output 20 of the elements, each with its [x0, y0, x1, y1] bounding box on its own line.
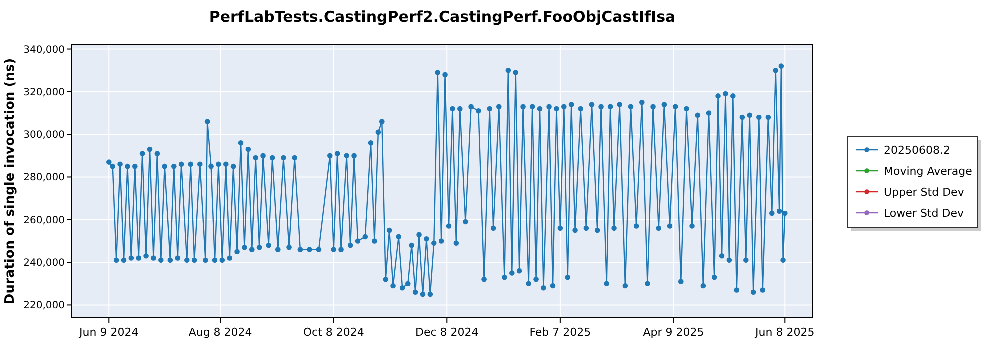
x-tick-label: Feb 7 2025 [530, 326, 592, 339]
legend-label: Upper Std Dev [884, 186, 965, 199]
y-tick-label: 340,000 [24, 44, 65, 56]
y-tick-label: 300,000 [24, 130, 65, 142]
legend-label: Lower Std Dev [884, 206, 964, 220]
y-tick-label: 220,000 [24, 300, 65, 312]
y-tick-label: 260,000 [24, 215, 65, 226]
chart-title: PerfLabTests.CastingPerf2.CastingPerf.FooObjCastIfIsa [209, 8, 676, 26]
x-tick-label: Jun 9 2024 [78, 326, 139, 339]
x-tick-label: Dec 8 2024 [416, 326, 479, 339]
legend-label: 20250608.2 [884, 144, 950, 157]
legend-label: Moving Average [884, 164, 973, 178]
y-tick-label: 240,000 [24, 258, 65, 270]
y-tick-label: 320,000 [24, 87, 65, 98]
x-tick-label: Aug 8 2024 [188, 326, 252, 339]
x-tick-label: Apr 9 2025 [643, 326, 704, 339]
y-axis-title: Duration of single invocation (ns) [3, 58, 18, 305]
y-tick-label: 280,000 [24, 172, 65, 184]
x-tick-label: Jun 8 2025 [754, 326, 815, 339]
x-tick-label: Oct 8 2024 [303, 326, 364, 339]
